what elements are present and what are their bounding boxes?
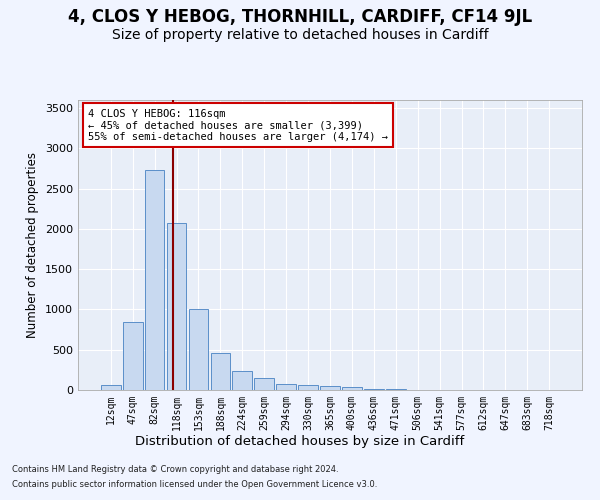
Bar [298, 386, 318, 390]
Text: 4 CLOS Y HEBOG: 116sqm
← 45% of detached houses are smaller (3,399)
55% of semi-: 4 CLOS Y HEBOG: 116sqm ← 45% of detached… [88, 108, 388, 142]
Bar [167, 224, 187, 390]
Bar [232, 371, 252, 390]
Text: Contains HM Land Registry data © Crown copyright and database right 2024.: Contains HM Land Registry data © Crown c… [12, 465, 338, 474]
Text: Contains public sector information licensed under the Open Government Licence v3: Contains public sector information licen… [12, 480, 377, 489]
Bar [276, 384, 296, 390]
Y-axis label: Number of detached properties: Number of detached properties [26, 152, 40, 338]
Bar [211, 354, 230, 390]
Bar [188, 308, 208, 390]
Bar [364, 388, 384, 390]
Text: Distribution of detached houses by size in Cardiff: Distribution of detached houses by size … [136, 435, 464, 448]
Bar [254, 378, 274, 390]
Bar [342, 387, 362, 390]
Bar [145, 170, 164, 390]
Bar [123, 322, 143, 390]
Bar [101, 385, 121, 390]
Bar [320, 386, 340, 390]
Text: Size of property relative to detached houses in Cardiff: Size of property relative to detached ho… [112, 28, 488, 42]
Text: 4, CLOS Y HEBOG, THORNHILL, CARDIFF, CF14 9JL: 4, CLOS Y HEBOG, THORNHILL, CARDIFF, CF1… [68, 8, 532, 26]
